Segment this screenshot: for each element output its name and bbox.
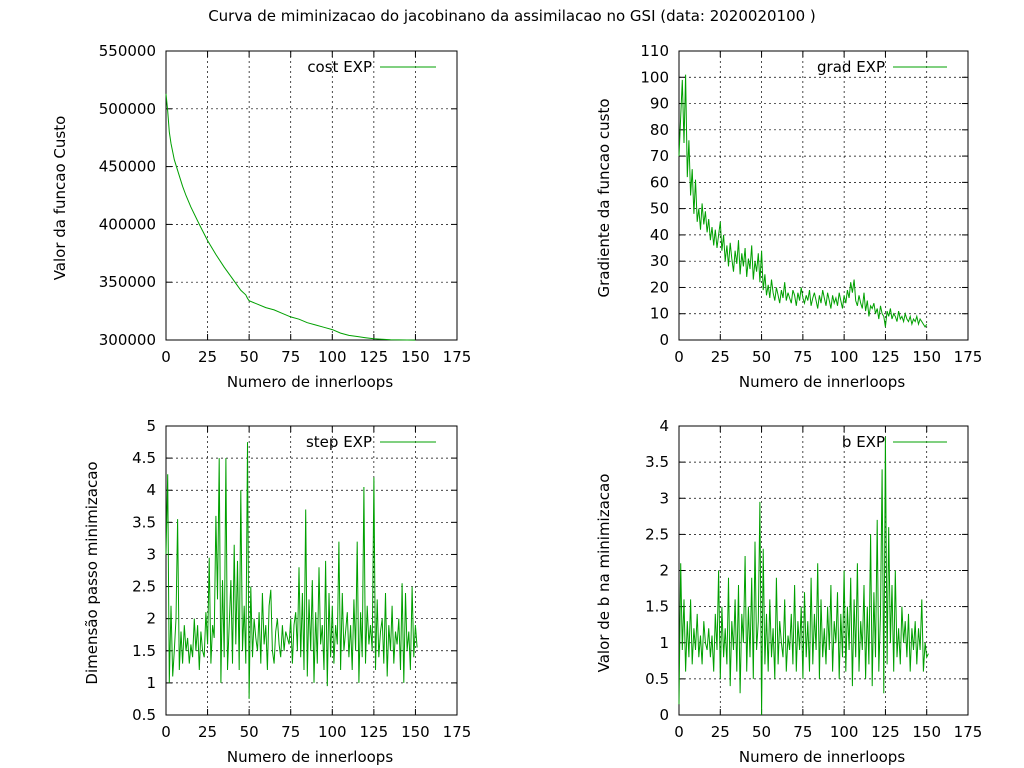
chart-b-xtick-label: 100: [830, 723, 859, 741]
chart-step-ytick-label: 0.5: [132, 706, 156, 724]
chart-cost-ytick-label: 350000: [99, 273, 156, 291]
chart-cost-ytick-label: 450000: [99, 158, 156, 176]
chart-step-xtick-label: 100: [318, 723, 347, 741]
chart-step-ytick-label: 3.5: [132, 513, 156, 531]
chart-grad-xtick-label: 100: [830, 348, 859, 366]
chart-grad-ytick-label: 100: [640, 68, 669, 86]
chart-step-ytick-label: 4.5: [132, 449, 156, 467]
chart-grad-xtick-label: 150: [912, 348, 941, 366]
chart-b-xtick-label: 0: [674, 723, 684, 741]
chart-cost-xtick-label: 150: [401, 348, 430, 366]
chart-cost: Valor da funcao Custo Numero de innerloo…: [51, 42, 471, 391]
chart-cost-xtick-label: 25: [198, 348, 217, 366]
chart-b-ytick-label: 1: [659, 634, 669, 652]
chart-cost-xtick-label: 125: [360, 348, 389, 366]
chart-grad-xlabel: Numero de innerloops: [739, 373, 905, 391]
chart-grad-xtick-label: 25: [711, 348, 730, 366]
chart-step-frame: [165, 425, 458, 716]
chart-step-xtick-label: 125: [360, 723, 389, 741]
chart-grad-xtick-label: 75: [793, 348, 812, 366]
chart-b-xtick-label: 75: [793, 723, 812, 741]
chart-b-series-line: [678, 436, 929, 716]
chart-b-ytick-label: 0: [659, 706, 669, 724]
chart-cost-legend-label: cost EXP: [307, 58, 372, 76]
chart-step-ytick-label: 2: [146, 610, 156, 628]
chart-grad: Gradiente da funcao custo Numero de inne…: [595, 42, 982, 391]
chart-cost-series-line: [165, 93, 416, 341]
chart-b-xtick-label: 175: [954, 723, 983, 741]
chart-cost-ytick-label: 300000: [99, 331, 156, 349]
chart-step-ytick-label: 1.5: [132, 642, 156, 660]
chart-cost-xtick-label: 100: [318, 348, 347, 366]
chart-b-ytick-label: 1.5: [645, 598, 669, 616]
chart-step-ylabel: Dimensão passo minimizacao: [83, 461, 101, 684]
chart-grad-xtick-label: 0: [674, 348, 684, 366]
chart-step-xtick-label: 50: [240, 723, 259, 741]
chart-grad-ytick-label: 80: [650, 121, 669, 139]
chart-step-xtick-label: 150: [401, 723, 430, 741]
chart-step-ytick-label: 5: [146, 417, 156, 435]
chart-grad-xtick-label: 175: [954, 348, 983, 366]
chart-cost-ylabel: Valor da funcao Custo: [51, 116, 69, 281]
chart-grad-ylabel: Gradiente da funcao custo: [595, 98, 613, 297]
chart-step-xtick-label: 25: [198, 723, 217, 741]
chart-step-xtick-label: 75: [281, 723, 300, 741]
chart-b-xtick-label: 50: [752, 723, 771, 741]
chart-grad-ytick-label: 40: [650, 226, 669, 244]
chart-step-ytick-label: 1: [146, 674, 156, 692]
chart-grad-ytick-label: 110: [640, 42, 669, 60]
chart-step-xlabel: Numero de innerloops: [227, 748, 393, 766]
chart-b-ytick-label: 3: [659, 489, 669, 507]
chart-grad-ytick-label: 50: [650, 200, 669, 218]
chart-grad-ytick-label: 60: [650, 173, 669, 191]
chart-grad-ytick-label: 30: [650, 252, 669, 270]
chart-step-legend-label: step EXP: [306, 433, 372, 451]
chart-b-ytick-label: 2.5: [645, 525, 669, 543]
chart-grad-series-line: [678, 74, 928, 328]
chart-step-series-line: [165, 442, 418, 699]
chart-step-xtick-label: 175: [443, 723, 472, 741]
chart-grad-xtick-label: 125: [871, 348, 900, 366]
chart-grad-ytick-label: 20: [650, 278, 669, 296]
chart-cost-ytick-label: 550000: [99, 42, 156, 60]
chart-step-ytick-label: 4: [146, 481, 156, 499]
chart-b-xtick-label: 25: [711, 723, 730, 741]
chart-b: Valor de b na minimizacao Numero de inne…: [595, 417, 982, 766]
chart-grad-ytick-label: 10: [650, 305, 669, 323]
chart-b-xtick-label: 125: [871, 723, 900, 741]
chart-b-ytick-label: 3.5: [645, 453, 669, 471]
chart-cost-xtick-label: 175: [443, 348, 472, 366]
chart-b-ytick-label: 0.5: [645, 670, 669, 688]
chart-step: Dimensão passo minimizacao Numero de inn…: [83, 417, 471, 766]
chart-cost-xtick-label: 50: [240, 348, 259, 366]
chart-b-ytick-label: 4: [659, 417, 669, 435]
chart-grad-frame: [678, 50, 969, 341]
chart-cost-ytick-label: 500000: [99, 100, 156, 118]
chart-step-ytick-label: 3: [146, 545, 156, 563]
chart-b-xlabel: Numero de innerloops: [739, 748, 905, 766]
chart-grad-xtick-label: 50: [752, 348, 771, 366]
chart-cost-xtick-label: 75: [281, 348, 300, 366]
chart-b-legend-label: b EXP: [842, 433, 885, 451]
chart-step-xtick-label: 0: [161, 723, 171, 741]
figure-title: Curva de miminizacao do jacobinano da as…: [208, 7, 816, 25]
chart-cost-xlabel: Numero de innerloops: [227, 373, 393, 391]
chart-grad-ytick-label: 0: [659, 331, 669, 349]
chart-grad-legend-label: grad EXP: [817, 58, 885, 76]
chart-cost-ytick-label: 400000: [99, 215, 156, 233]
chart-b-ylabel: Valor de b na minimizacao: [595, 474, 613, 673]
chart-step-ytick-label: 2.5: [132, 578, 156, 596]
chart-b-xtick-label: 150: [912, 723, 941, 741]
chart-cost-frame: [165, 50, 458, 341]
chart-grad-ytick-label: 70: [650, 147, 669, 165]
chart-grad-ytick-label: 90: [650, 95, 669, 113]
chart-b-ytick-label: 2: [659, 562, 669, 580]
chart-cost-xtick-label: 0: [161, 348, 171, 366]
